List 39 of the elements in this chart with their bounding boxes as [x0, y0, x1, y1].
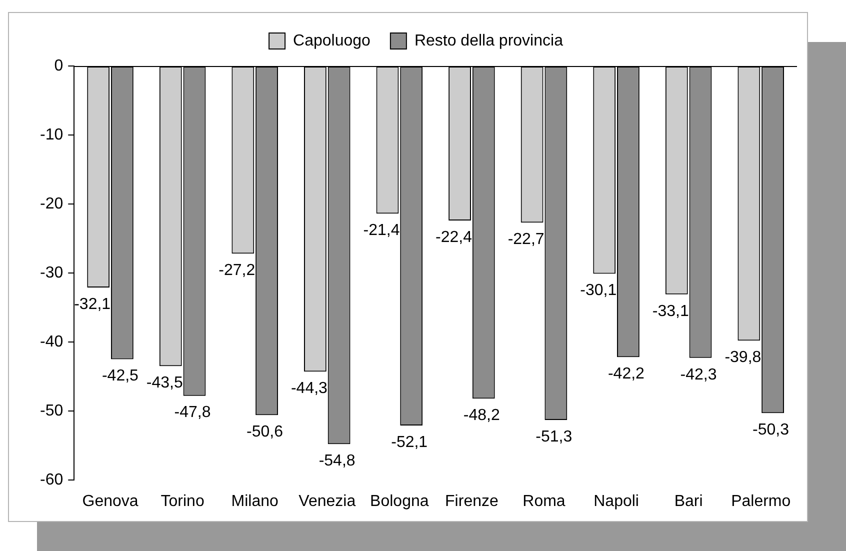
- data-label: -52,1: [391, 434, 428, 451]
- x-tick-label: Palermo: [731, 493, 791, 510]
- x-tick-label: Bologna: [370, 493, 429, 510]
- data-label: -33,1: [652, 302, 689, 320]
- x-tick-label: Torino: [160, 493, 204, 510]
- data-label: -21,4: [363, 222, 400, 240]
- y-tick-label: -20: [40, 195, 64, 212]
- y-tick-label: 0: [54, 57, 64, 74]
- data-label: -48,2: [463, 406, 500, 424]
- data-label: -22,7: [508, 231, 544, 248]
- data-label: -27,2: [218, 262, 256, 280]
- data-label: -42,3: [680, 366, 717, 384]
- data-label: -30,1: [580, 282, 617, 300]
- data-label: -44,3: [290, 380, 328, 398]
- x-tick-label: Milano: [231, 493, 279, 510]
- data-label: -51,3: [536, 428, 572, 446]
- x-tick-label: Firenze: [445, 493, 498, 510]
- data-label: -32,1: [74, 296, 111, 313]
- y-tick-label: -10: [40, 126, 64, 144]
- data-label: -54,8: [318, 452, 356, 470]
- x-tick-label: Roma: [522, 493, 566, 510]
- data-label: -22,4: [436, 228, 472, 246]
- data-label: -42,5: [102, 368, 139, 385]
- x-tick-label: Genova: [82, 493, 138, 510]
- legend-label: Capoluogo: [293, 32, 371, 50]
- data-label: -43,5: [146, 374, 183, 392]
- data-label: -42,2: [608, 366, 645, 383]
- legend-label: Resto della provincia: [414, 32, 564, 50]
- y-tick-label: -50: [40, 402, 64, 420]
- x-tick-label: Napoli: [594, 493, 639, 510]
- data-label: -50,6: [246, 424, 284, 441]
- data-label: -47,8: [174, 404, 211, 422]
- y-tick-label: -40: [40, 333, 64, 350]
- data-label: -50,3: [752, 421, 790, 438]
- x-tick-label: Bari: [674, 493, 703, 510]
- y-tick-label: -60: [40, 471, 64, 488]
- y-tick-label: -30: [40, 264, 64, 282]
- data-label: -39,8: [724, 349, 762, 366]
- x-tick-label: Venezia: [298, 493, 356, 510]
